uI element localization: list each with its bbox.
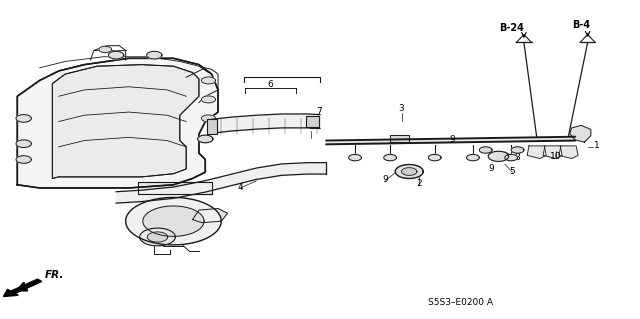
Polygon shape	[428, 154, 441, 161]
Polygon shape	[198, 135, 213, 143]
Text: 2: 2	[417, 179, 422, 188]
Polygon shape	[505, 154, 518, 161]
Polygon shape	[401, 168, 417, 175]
Text: 3: 3	[399, 104, 404, 114]
Polygon shape	[52, 65, 199, 178]
FancyArrow shape	[3, 279, 42, 297]
Polygon shape	[140, 228, 175, 246]
Text: 9: 9	[383, 175, 388, 184]
Text: 1: 1	[594, 141, 600, 151]
Polygon shape	[138, 182, 212, 194]
Polygon shape	[16, 140, 31, 147]
Polygon shape	[349, 154, 362, 161]
Text: 6: 6	[268, 80, 273, 89]
Polygon shape	[570, 125, 591, 142]
Bar	[306, 116, 319, 127]
Polygon shape	[193, 209, 228, 223]
Polygon shape	[202, 115, 216, 122]
Polygon shape	[390, 135, 409, 142]
Text: 9: 9	[450, 135, 456, 144]
Polygon shape	[17, 58, 218, 188]
Polygon shape	[202, 77, 216, 84]
Text: S5S3–E0200 A: S5S3–E0200 A	[428, 298, 493, 307]
Polygon shape	[511, 147, 524, 153]
Polygon shape	[202, 96, 216, 103]
Polygon shape	[16, 156, 31, 163]
Text: 7: 7	[316, 107, 322, 116]
Polygon shape	[99, 46, 111, 53]
Polygon shape	[467, 154, 479, 161]
Polygon shape	[147, 51, 162, 59]
Bar	[207, 119, 217, 134]
Text: 8: 8	[308, 122, 314, 131]
Text: 9: 9	[488, 164, 493, 173]
Polygon shape	[543, 146, 562, 159]
Polygon shape	[147, 232, 168, 242]
Polygon shape	[108, 51, 124, 59]
Polygon shape	[16, 115, 31, 122]
Text: B-24: B-24	[499, 23, 524, 33]
Polygon shape	[488, 151, 509, 161]
Polygon shape	[479, 147, 492, 153]
Text: 5: 5	[509, 167, 515, 176]
Text: 10: 10	[550, 152, 561, 160]
Text: B-4: B-4	[572, 20, 590, 30]
Text: FR.: FR.	[45, 270, 64, 280]
Text: 8: 8	[515, 153, 520, 162]
Polygon shape	[384, 154, 396, 161]
Polygon shape	[395, 165, 423, 178]
Polygon shape	[559, 146, 578, 159]
Polygon shape	[143, 206, 204, 236]
Polygon shape	[125, 197, 221, 245]
Polygon shape	[527, 146, 546, 159]
Text: 4: 4	[237, 183, 243, 192]
